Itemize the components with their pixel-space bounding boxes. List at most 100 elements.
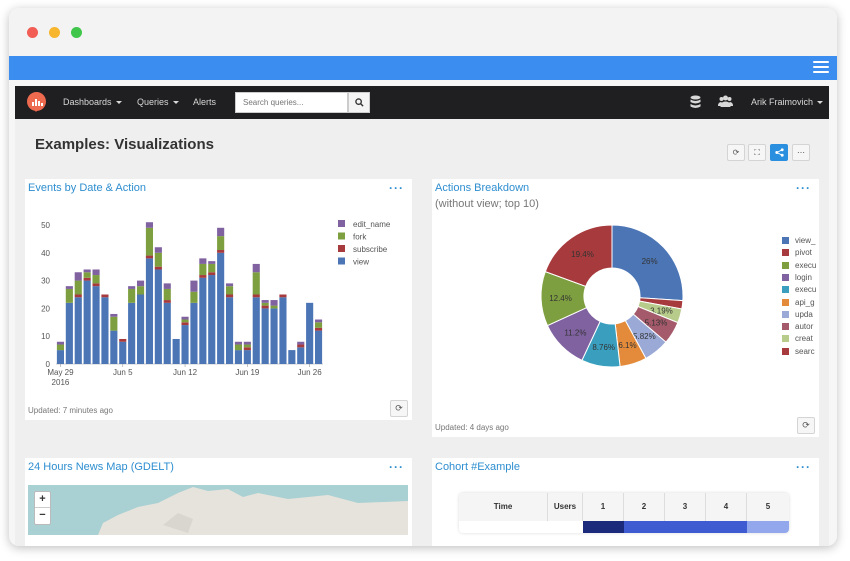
- pie-slice[interactable]: [611, 224, 684, 302]
- legend-item[interactable]: view_: [782, 236, 815, 245]
- bar-segment-edit-name: [136, 280, 145, 287]
- legend-item[interactable]: autor: [782, 322, 813, 331]
- cohort-card-title[interactable]: Cohort #Example: [435, 461, 520, 473]
- bar-segment-edit-name: [297, 341, 305, 345]
- news-map[interactable]: [28, 485, 408, 535]
- bar-segment-edit-name: [252, 263, 260, 273]
- search-button[interactable]: [348, 92, 370, 113]
- user-menu[interactable]: Arik Fraimovich: [751, 97, 824, 107]
- more-button[interactable]: ⋯: [792, 144, 810, 161]
- map-card-title[interactable]: 24 Hours News Map (GDELT): [28, 461, 174, 473]
- hamburger-menu-icon[interactable]: [813, 61, 829, 74]
- bar-segment-subscribe: [217, 250, 225, 253]
- legend-label: creat: [795, 334, 813, 344]
- close-window-button[interactable]: [27, 27, 38, 38]
- legend-item[interactable]: pivot: [782, 248, 812, 257]
- bar-segment-edit-name: [181, 316, 189, 320]
- nav-queries[interactable]: Queries: [137, 97, 179, 107]
- nav-alerts[interactable]: Alerts: [193, 97, 216, 107]
- bar-segment-edit-name: [243, 341, 251, 345]
- legend-item[interactable]: upda: [782, 310, 813, 319]
- legend-item[interactable]: searc: [782, 347, 815, 356]
- legend-label[interactable]: fork: [353, 233, 367, 242]
- cohort-cell: [706, 521, 747, 533]
- legend-item[interactable]: execu: [782, 261, 816, 270]
- top-bar: [9, 56, 837, 80]
- bar-segment-subscribe: [225, 294, 234, 298]
- legend-label: pivot: [795, 248, 812, 258]
- pie-slice-label: 12.4%: [549, 294, 572, 303]
- refresh-button[interactable]: ⟳: [727, 144, 745, 161]
- bar-segment-subscribe: [119, 338, 127, 342]
- minimize-window-button[interactable]: [49, 27, 60, 38]
- nav-dashboards[interactable]: Dashboards: [63, 97, 122, 107]
- pie-slice[interactable]: [544, 224, 613, 288]
- search-input[interactable]: [235, 92, 348, 113]
- events-card-title[interactable]: Events by Date & Action: [28, 182, 147, 194]
- actions-card-title[interactable]: Actions Breakdown: [435, 182, 530, 194]
- legend-swatch: [782, 335, 789, 343]
- pie-slice-label: 19.4%: [571, 250, 594, 259]
- pie-slice-label: 26%: [642, 257, 658, 266]
- bar-segment-subscribe: [208, 272, 216, 276]
- bar-segment-fork: [234, 344, 243, 351]
- bar-segment-view: [154, 269, 162, 364]
- events-card-menu-button[interactable]: ···: [389, 181, 404, 195]
- zoom-out-button[interactable]: −: [39, 509, 46, 521]
- cohort-card-menu-button[interactable]: ···: [796, 460, 811, 474]
- legend-swatch: [338, 245, 345, 252]
- zoom-in-button[interactable]: +: [35, 492, 50, 508]
- legend-label[interactable]: subscribe: [353, 245, 388, 254]
- bar-segment-subscribe: [163, 300, 171, 303]
- page-title: Examples: Visualizations: [35, 136, 214, 153]
- bar-segment-view: [243, 350, 251, 364]
- legend-label[interactable]: view: [353, 258, 369, 267]
- cohort-card: Cohort #Example ··· Time Users 1 2 3 4 5: [432, 458, 819, 546]
- legend-item[interactable]: execu: [782, 285, 816, 294]
- maximize-window-button[interactable]: [71, 27, 82, 38]
- bar-segment-view: [279, 297, 287, 364]
- cohort-header-5: 5: [765, 502, 771, 511]
- legend-item[interactable]: api_g: [782, 298, 815, 307]
- bar-segment-edit-name: [110, 313, 118, 317]
- bar-segment-edit-name: [261, 300, 269, 303]
- actions-refresh-button[interactable]: ⟳: [797, 417, 815, 434]
- bar-segment-subscribe: [297, 344, 305, 348]
- legend-swatch: [782, 323, 789, 331]
- nav-dashboards-label: Dashboards: [63, 97, 112, 107]
- legend-item[interactable]: creat: [782, 334, 813, 343]
- fullscreen-button[interactable]: ⛶: [748, 144, 766, 161]
- bar-segment-subscribe: [181, 322, 189, 326]
- users-icon[interactable]: [718, 95, 733, 108]
- legend-item[interactable]: login: [782, 273, 812, 282]
- map-card-menu-button[interactable]: ···: [389, 460, 404, 474]
- share-button[interactable]: [770, 144, 788, 161]
- database-icon[interactable]: [690, 95, 701, 109]
- bar-segment-view: [163, 302, 171, 364]
- bar-segment-subscribe: [314, 327, 323, 331]
- y-tick-label: 50: [41, 221, 50, 230]
- y-tick-label: 0: [46, 360, 51, 369]
- actions-card: Actions Breakdown (without view; top 10)…: [432, 179, 819, 437]
- bar-segment-fork: [261, 302, 269, 306]
- fullscreen-icon: ⛶: [754, 148, 760, 157]
- cohort-cell: [459, 521, 548, 533]
- bar-segment-view: [234, 350, 243, 364]
- refresh-icon: ⟳: [395, 403, 403, 413]
- bar-segment-fork: [92, 275, 100, 284]
- actions-card-subtitle: (without view; top 10): [435, 198, 539, 210]
- legend-swatch: [782, 298, 789, 306]
- events-refresh-button[interactable]: ⟳: [390, 400, 408, 417]
- bar-segment-view: [199, 277, 207, 364]
- cohort-cell: [548, 521, 583, 533]
- refresh-icon: ⟳: [802, 420, 810, 430]
- pie-slice-label: 11.2%: [564, 328, 586, 337]
- redash-logo-icon[interactable]: [27, 92, 46, 111]
- actions-card-menu-button[interactable]: ···: [796, 181, 811, 195]
- bar-segment-view: [208, 275, 216, 364]
- bar-segment-fork: [56, 344, 65, 351]
- cohort-table: Time Users 1 2 3 4 5: [459, 493, 789, 533]
- y-tick-label: 20: [41, 304, 50, 313]
- bar-segment-fork: [83, 272, 91, 278]
- legend-label[interactable]: edit_name: [353, 220, 391, 229]
